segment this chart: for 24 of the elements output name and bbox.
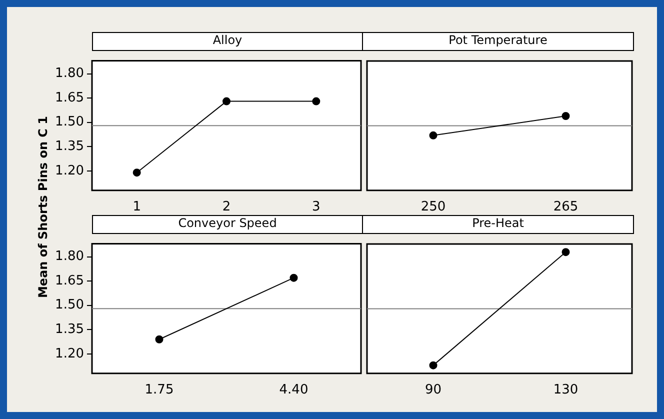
x-tick-label: 90 bbox=[424, 382, 442, 398]
x-tick-label: 130 bbox=[553, 382, 578, 398]
x-tick-label: 3 bbox=[312, 200, 320, 215]
y-tick-label: 1.35 bbox=[55, 139, 84, 154]
y-tick-label: 1.50 bbox=[55, 114, 84, 130]
x-tick-label: 265 bbox=[553, 200, 578, 215]
y-tick-label: 1.35 bbox=[55, 322, 84, 338]
chart-title: Alloy bbox=[92, 32, 363, 51]
chart-title: Pot Temperature bbox=[362, 32, 634, 51]
y-tick-label: 1.20 bbox=[55, 163, 84, 178]
y-tick-label: 1.80 bbox=[55, 66, 84, 82]
y-tick-label: 1.65 bbox=[55, 90, 84, 106]
x-tick-label: 250 bbox=[420, 200, 446, 215]
y-tick-label: 1.80 bbox=[55, 249, 84, 264]
x-tick-label: 4.40 bbox=[279, 382, 308, 398]
y-axis-title: Mean of Shorts Pins on C 1 bbox=[36, 115, 50, 300]
chart-title: Pre-Heat bbox=[362, 215, 634, 234]
chart-title: Conveyor Speed bbox=[92, 215, 363, 234]
y-tick-label: 1.20 bbox=[55, 346, 84, 362]
x-tick-label: 2 bbox=[222, 200, 231, 215]
y-tick-label: 1.50 bbox=[55, 298, 84, 313]
x-tick-label: 1.75 bbox=[144, 382, 174, 398]
y-tick-label: 1.65 bbox=[55, 273, 84, 288]
x-tick-label: 1 bbox=[132, 200, 141, 215]
